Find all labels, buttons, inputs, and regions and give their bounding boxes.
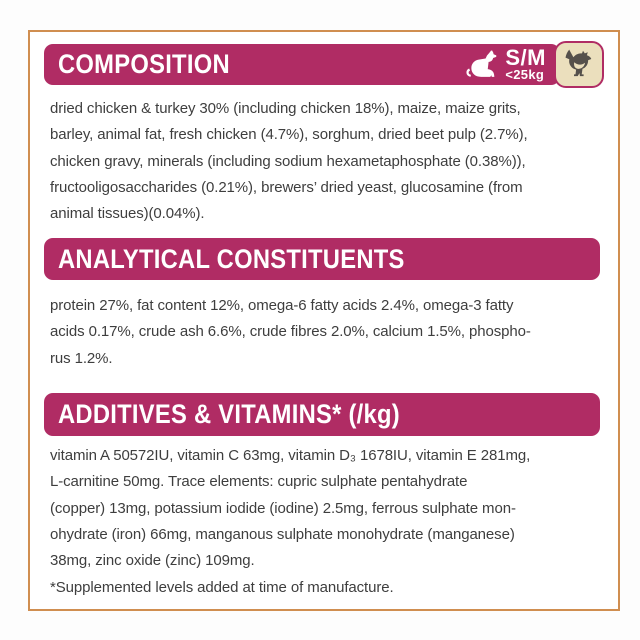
section-title: ANALYTICAL CONSTITUENTS — [58, 243, 405, 274]
size-class-label: S/M — [505, 45, 546, 70]
composition-header-row: COMPOSITION S/M <25kg — [44, 41, 604, 88]
label-border: COMPOSITION S/M <25kg — [28, 30, 620, 611]
additives-vitamins-text: vitamin A 50572IU, vitamin C 63mg, vitam… — [50, 447, 531, 570]
chicken-flavour-badge — [554, 41, 604, 88]
composition-text: dried chicken & turkey 30% (including ch… — [50, 100, 528, 223]
footnote-text: *Supplemented levels added at time of ma… — [50, 579, 394, 596]
section-header-analytical-constituents: ANALYTICAL CONSTITUENTS — [44, 238, 600, 280]
dog-size-text: S/M <25kg — [505, 45, 546, 82]
section-title: COMPOSITION — [58, 49, 230, 79]
section-header-additives-vitamins: ADDITIVES & VITAMINS* (/kg) — [44, 393, 600, 436]
chicken-icon — [565, 49, 592, 76]
section-title: ADDITIVES & VITAMINS* (/kg) — [58, 399, 400, 429]
dog-icon — [466, 49, 497, 77]
analytical-constituents-text: protein 27%, fat content 12%, omega-6 fa… — [50, 297, 531, 367]
weight-limit-label: <25kg — [505, 67, 545, 82]
dog-size-badge: S/M <25kg — [464, 45, 546, 82]
section-header-composition: COMPOSITION S/M <25kg — [44, 44, 560, 85]
